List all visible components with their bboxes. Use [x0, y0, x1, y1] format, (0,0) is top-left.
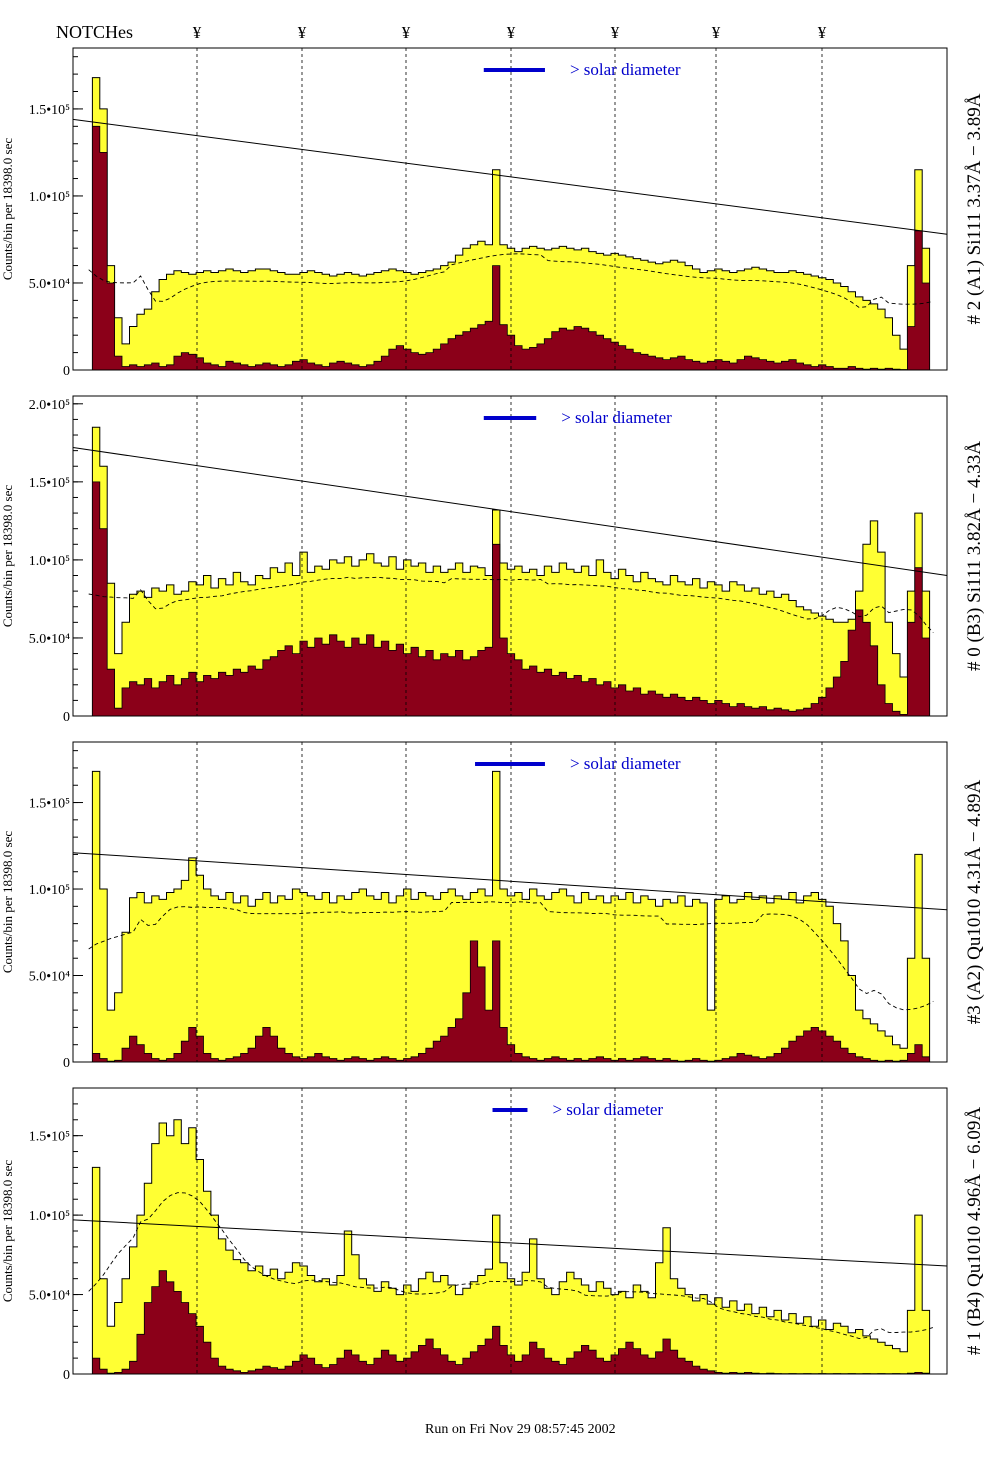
histogram-total [85, 1119, 937, 1375]
plot-frame [72, 47, 948, 371]
chart-panel: 0 5.0•10⁴ 1.0•10⁵ 1.5•10⁵ 2.0•10⁵ Counts/bin … [0, 395, 985, 725]
y-tick-label: 1.0•10⁵ [29, 1209, 70, 1224]
panel-title: # 0 (B3) Si111 3.82Å − 4.33Å [964, 441, 985, 671]
notch-markers: ¥ ¥ ¥ ¥ ¥ ¥ ¥ [193, 23, 827, 42]
notch-marker: ¥ [507, 23, 516, 42]
y-tick-label: 5.0•10⁴ [29, 277, 70, 292]
y-tick-label: 1.0•10⁵ [29, 190, 70, 205]
trend-line [72, 1219, 948, 1267]
trend-line [72, 118, 948, 235]
legend-label: > solar diameter [570, 754, 681, 773]
run-timestamp: Run on Fri Nov 29 08:57:45 2002 [425, 1422, 616, 1437]
histogram-overlay [85, 125, 937, 371]
notches-label: NOTCHes [56, 22, 133, 42]
notch-marker: ¥ [402, 23, 411, 42]
model-curve [88, 576, 934, 634]
y-tick-label: 0 [63, 710, 70, 725]
model-curve [88, 253, 934, 308]
histogram-overlay [85, 940, 937, 1063]
y-axis-label: Counts/bin per 18398.0 sec [0, 138, 15, 280]
notch-marker: ¥ [298, 23, 307, 42]
trend-line [72, 852, 948, 911]
y-tick-label: 5.0•10⁴ [29, 970, 70, 985]
panel-title: # 1 (B4) Qu1010 4.96Å − 6.09Å [964, 1107, 985, 1355]
y-axis-label: Counts/bin per 18398.0 sec [0, 485, 15, 627]
legend-label: > solar diameter [552, 1100, 663, 1119]
y-tick-label: 5.0•10⁴ [29, 632, 70, 647]
plot-frame [72, 741, 948, 1063]
chart-panels: 0 5.0•10⁴ 1.0•10⁵ 1.5•10⁵ Counts/bin per 183… [0, 47, 985, 1383]
notch-marker: ¥ [712, 23, 721, 42]
histogram-total [85, 77, 937, 371]
y-tick-label: 0 [63, 364, 70, 379]
notch-marker: ¥ [611, 23, 620, 42]
y-axis-label: Counts/bin per 18398.0 sec [0, 831, 15, 973]
y-tick-label: 5.0•10⁴ [29, 1289, 70, 1304]
legend-label: > solar diameter [561, 408, 672, 427]
y-tick-label: 1.5•10⁵ [29, 1130, 70, 1145]
y-tick-label: 1.5•10⁵ [29, 103, 70, 118]
y-tick-label: 0 [63, 1368, 70, 1383]
chart-panel: 0 5.0•10⁴ 1.0•10⁵ 1.5•10⁵ Counts/bin per 183… [0, 1087, 985, 1383]
chart-panel: 0 5.0•10⁴ 1.0•10⁵ 1.5•10⁵ Counts/bin per 183… [0, 47, 985, 379]
notch-marker: ¥ [818, 23, 827, 42]
legend-label: > solar diameter [570, 60, 681, 79]
y-tick-label: 0 [63, 1056, 70, 1071]
notch-marker: ¥ [193, 23, 202, 42]
panel-title: #3 (A2) Qu1010 4.31Å − 4.89Å [964, 779, 985, 1024]
y-axis-label: Counts/bin per 18398.0 sec [0, 1160, 15, 1302]
y-tick-label: 1.0•10⁵ [29, 554, 70, 569]
y-tick-label: 2.0•10⁵ [29, 398, 70, 413]
histogram-overlay [85, 481, 937, 717]
panel-title: # 2 (A1) Si111 3.37Å − 3.89Å [964, 93, 985, 324]
y-tick-label: 1.5•10⁵ [29, 797, 70, 812]
plot-frame [72, 395, 948, 717]
y-tick-label: 1.5•10⁵ [29, 476, 70, 491]
y-tick-label: 1.0•10⁵ [29, 883, 70, 898]
trend-line [72, 447, 948, 577]
chart-panel: 0 5.0•10⁴ 1.0•10⁵ 1.5•10⁵ Counts/bin per 183… [0, 741, 985, 1071]
